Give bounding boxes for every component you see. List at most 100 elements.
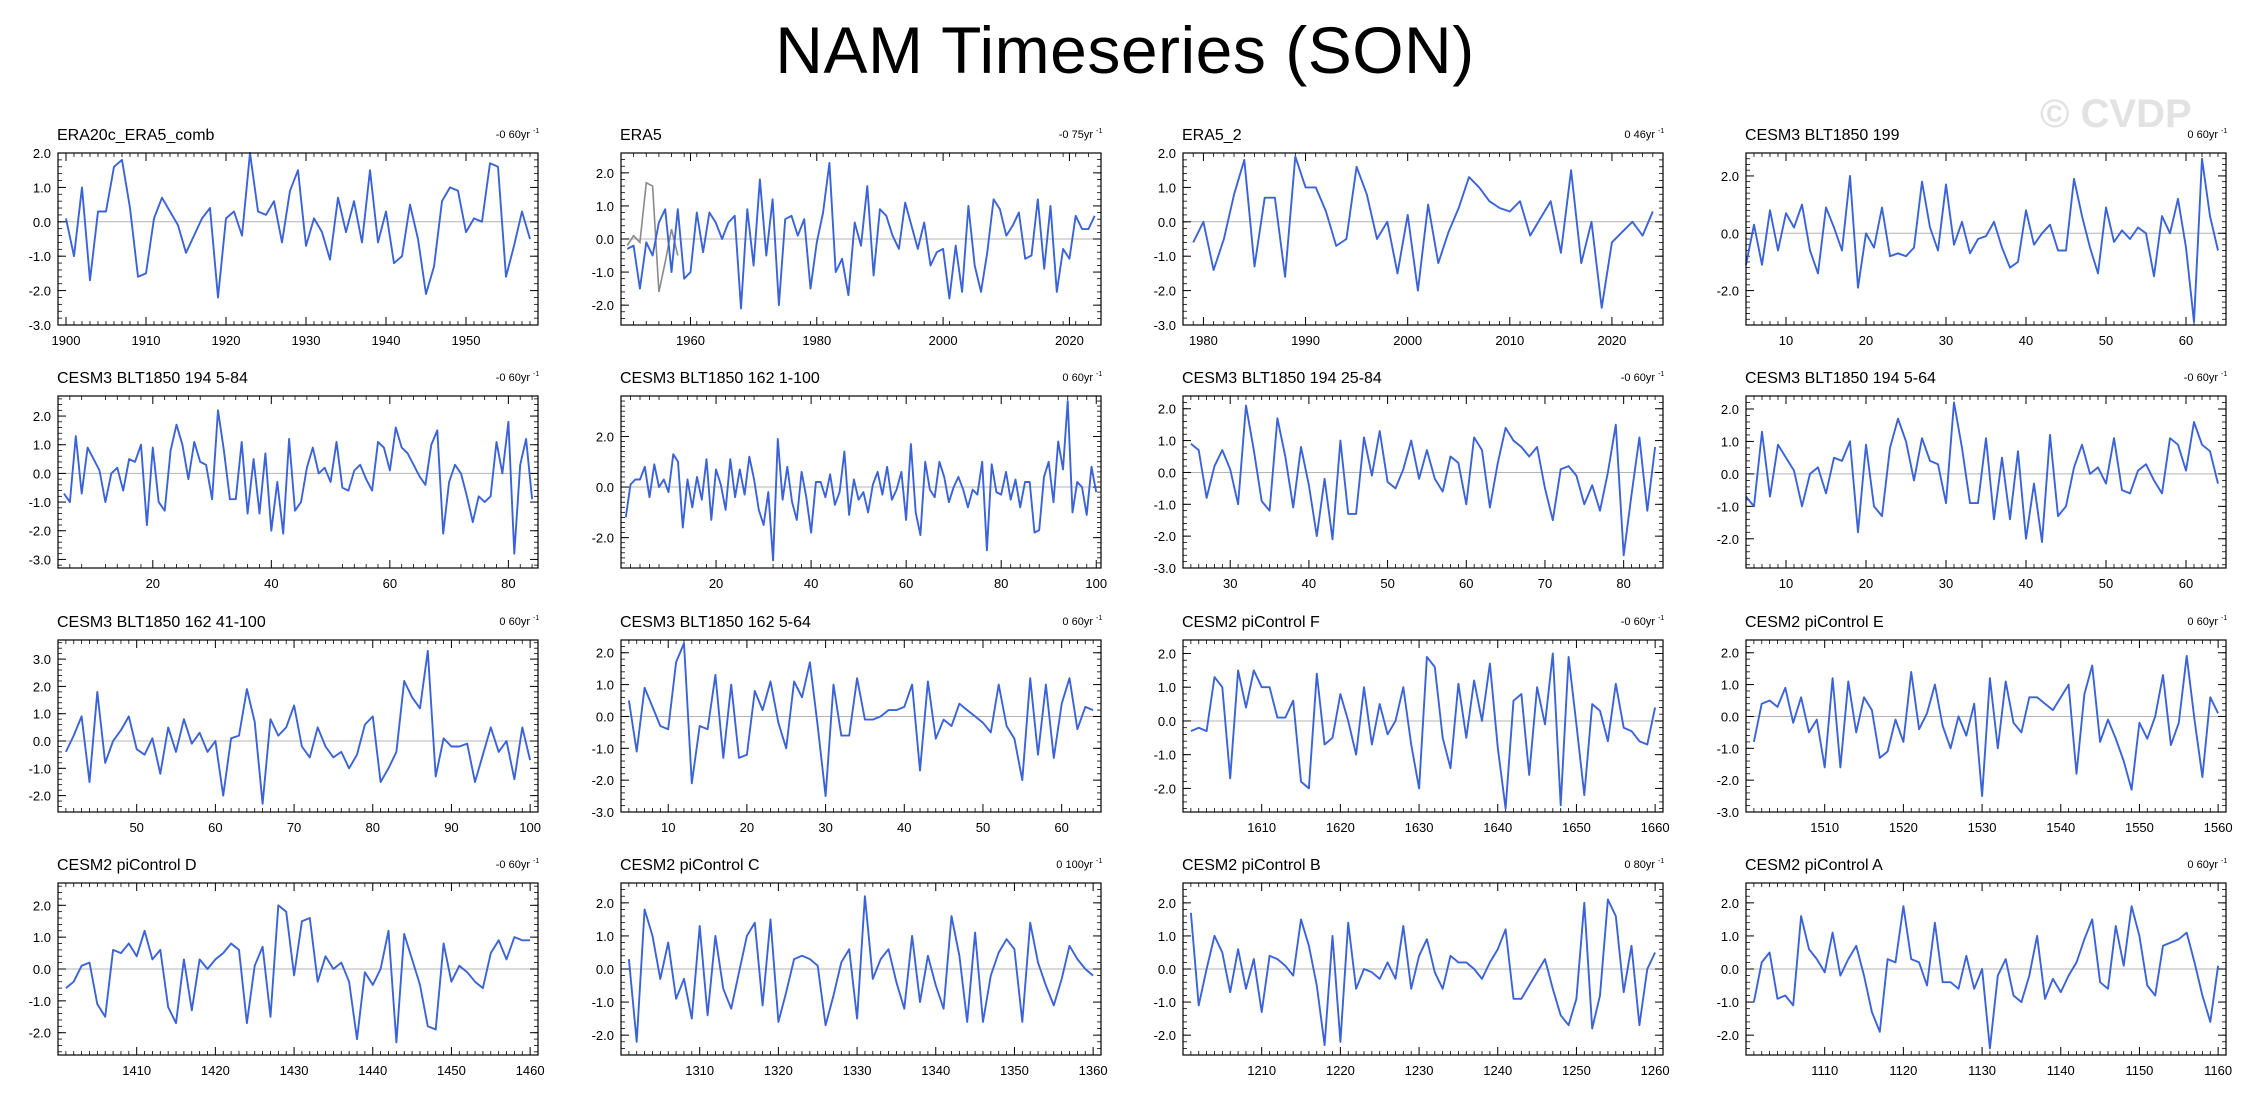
x-tick-label: 1640	[1483, 820, 1512, 835]
trend-label: 0 60yr	[1062, 372, 1093, 384]
x-tick-label: 2020	[1597, 333, 1626, 348]
y-tick-label: 2.0	[596, 646, 614, 661]
y-tick-label: 2.0	[1158, 896, 1176, 911]
y-tick-label: 0.0	[33, 734, 51, 749]
y-tick-label: 0.0	[1158, 215, 1176, 230]
trend-label: 0 60yr	[1062, 616, 1093, 628]
x-tick-label: 1610	[1247, 820, 1276, 835]
plot-frame	[57, 152, 539, 326]
panel-title: CESM3 BLT1850 162 1-100	[620, 370, 820, 387]
y-tick-label: 1.0	[33, 438, 51, 453]
y-tick-label: 1.0	[1158, 680, 1176, 695]
y-tick-label: -2.0	[29, 524, 51, 539]
chart-panel: ERA20c_ERA5_comb -0 60yr -1 1900 1910 1920 193…	[29, 127, 540, 348]
y-tick-label: 2.0	[1158, 402, 1176, 417]
plot-frame	[620, 152, 1102, 326]
x-tick-label: 60	[208, 820, 222, 835]
x-tick-label: 1310	[685, 1063, 714, 1078]
plot-frame	[620, 639, 1102, 813]
panel-title: CESM2 piControl C	[620, 857, 760, 874]
series-line	[626, 161, 1096, 310]
y-tick-label: 2.0	[33, 409, 51, 424]
y-tick-label: 0.0	[1721, 226, 1739, 241]
y-tick-label: 0.0	[596, 480, 614, 495]
y-tick-label: -3.0	[1717, 805, 1739, 820]
plot-frame	[1745, 639, 2227, 813]
panel-title: CESM2 piControl F	[1182, 614, 1320, 631]
panel-title: ERA5_2	[1182, 127, 1242, 144]
x-tick-label: 40	[1302, 576, 1316, 591]
x-tick-label: 60	[1459, 576, 1473, 591]
panel-title: ERA5	[620, 127, 662, 144]
y-tick-label: -2.0	[592, 531, 614, 546]
y-tick-label: 0.0	[33, 215, 51, 230]
y-tick-label: -1.0	[1717, 995, 1739, 1010]
x-tick-label: 1950	[452, 333, 481, 348]
y-tick-label: -2.0	[29, 284, 51, 299]
y-tick-label: 1.0	[596, 678, 614, 693]
x-tick-label: 1560	[2204, 820, 2233, 835]
x-tick-label: 1320	[764, 1063, 793, 1078]
x-tick-label: 1230	[1405, 1063, 1434, 1078]
chart-panel: CESM2 piControl C 0 100yr -1 1310 1320 1330 13…	[592, 857, 1108, 1078]
x-tick-label: 60	[899, 576, 913, 591]
chart-panel: CESM2 piControl B 0 80yr -1 1210 1220 1230 124…	[1154, 857, 1670, 1078]
x-tick-label: 70	[287, 820, 301, 835]
trend-superscript: -1	[533, 615, 539, 622]
x-tick-label: 1550	[2125, 820, 2154, 835]
x-tick-label: 1360	[1079, 1063, 1108, 1078]
y-tick-label: 2.0	[1721, 896, 1739, 911]
x-tick-label: 40	[264, 576, 278, 591]
x-tick-label: 1450	[437, 1063, 466, 1078]
plot-frame	[1745, 395, 2227, 569]
y-tick-label: -1.0	[29, 761, 51, 776]
x-tick-label: 1340	[921, 1063, 950, 1078]
chart-panel: CESM3 BLT1850 194 25-84 -0 60yr -1 30 40 50 60…	[1154, 370, 1665, 591]
x-tick-label: 1350	[1000, 1063, 1029, 1078]
plot-frame	[1745, 152, 2227, 326]
plot-frame	[1745, 882, 2227, 1056]
series-line	[65, 649, 532, 805]
x-tick-label: 1650	[1562, 820, 1591, 835]
chart-panel: CESM2 piControl D -0 60yr -1 1410 1420 1430 14…	[29, 857, 545, 1078]
plot-frame	[1182, 152, 1664, 326]
x-tick-label: 60	[383, 576, 397, 591]
y-tick-label: -1.0	[1717, 741, 1739, 756]
x-tick-label: 30	[1939, 576, 1953, 591]
x-tick-label: 70	[1538, 576, 1552, 591]
x-tick-label: 2000	[1393, 333, 1422, 348]
trend-label: 0 60yr	[499, 616, 530, 628]
x-tick-label: 1260	[1641, 1063, 1670, 1078]
y-tick-label: -1.0	[1154, 995, 1176, 1010]
y-tick-label: -3.0	[1154, 318, 1176, 333]
y-tick-label: -1.0	[1717, 499, 1739, 514]
plot-frame	[1182, 639, 1664, 813]
y-tick-label: 1.0	[1721, 678, 1739, 693]
y-tick-label: 2.0	[596, 896, 614, 911]
x-tick-label: 1990	[1291, 333, 1320, 348]
y-tick-label: 0.0	[1158, 714, 1176, 729]
trend-superscript: -1	[1096, 615, 1102, 622]
x-tick-label: 1120	[1889, 1063, 1917, 1078]
y-tick-label: -3.0	[592, 805, 614, 820]
y-tick-label: -1.0	[29, 495, 51, 510]
y-tick-label: 1.0	[1158, 434, 1176, 449]
y-tick-label: 0.0	[1721, 962, 1739, 977]
series-line	[627, 895, 1094, 1043]
x-tick-label: 10	[661, 820, 675, 835]
trend-superscript: -1	[1658, 128, 1664, 135]
y-tick-label: -2.0	[1717, 773, 1739, 788]
y-tick-label: -2.0	[1154, 1028, 1176, 1043]
x-tick-label: 1110	[1811, 1063, 1838, 1078]
trend-superscript: -1	[1096, 371, 1102, 378]
y-tick-label: -2.0	[1154, 781, 1176, 796]
x-tick-label: 1960	[676, 333, 705, 348]
x-tick-label: 1140	[2047, 1063, 2075, 1078]
y-tick-label: -1.0	[592, 265, 614, 280]
x-tick-label: 2000	[929, 333, 958, 348]
series-line	[627, 642, 1094, 798]
panel-title: CESM2 piControl D	[57, 857, 197, 874]
y-tick-label: -3.0	[1154, 561, 1176, 576]
x-tick-label: 1330	[843, 1063, 872, 1078]
panel-title: ERA20c_ERA5_comb	[57, 127, 215, 144]
